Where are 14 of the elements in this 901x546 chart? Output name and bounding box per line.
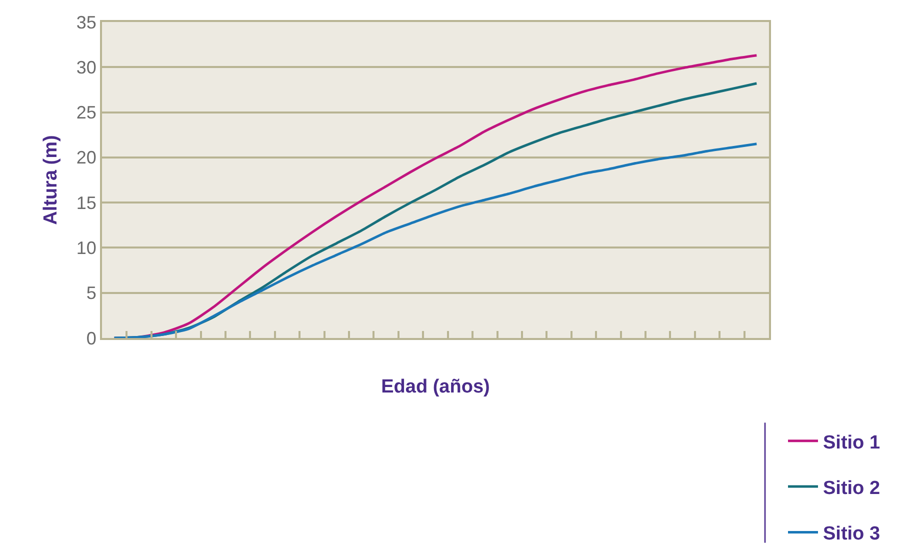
y-tick-label: 10 <box>76 238 96 258</box>
legend-label: Sitio 1 <box>823 432 880 454</box>
line-series <box>113 142 758 338</box>
y-tick-label: 35 <box>76 12 96 32</box>
y-tick-label: 20 <box>76 148 96 168</box>
y-axis-title: Altura (m) <box>40 135 62 225</box>
y-tick-label: 5 <box>86 283 96 304</box>
y-tick-label: 25 <box>76 102 96 123</box>
legend-label: Sitio 2 <box>823 478 880 499</box>
legend-label: Sitio 3 <box>823 524 880 545</box>
x-axis-title: Edad (años) <box>381 376 490 398</box>
y-tick-label: 15 <box>76 192 96 213</box>
y-tick-label: 30 <box>76 57 96 78</box>
y-tick-label: 0 <box>86 328 96 348</box>
